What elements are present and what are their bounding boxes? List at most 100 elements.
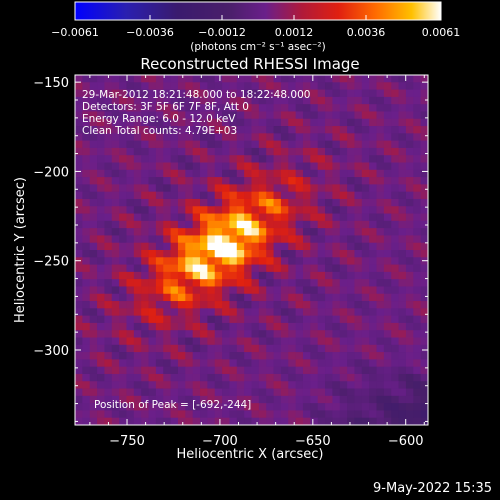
heatmap-cell [236,381,245,389]
heatmap-cell [420,162,429,171]
heatmap-cell [75,315,83,324]
heatmap-cell [163,147,171,156]
heatmap-cell [155,75,164,83]
heatmap-cell [288,89,297,98]
heatmap-cell [273,228,282,236]
heatmap-cell [280,147,289,156]
heatmap-cell [310,126,319,134]
heatmap-cell [185,257,194,265]
heatmap-cell [288,264,297,273]
heatmap-cell [405,213,414,222]
heatmap-cell [214,228,223,236]
heatmap-cell [97,75,105,83]
heatmap-cell [75,89,83,98]
heatmap-cell [170,184,179,193]
heatmap-cell [280,403,289,411]
heatmap-cell [75,133,83,142]
heatmap-cell [310,206,319,214]
heatmap-cell [361,417,370,426]
heatmap-cell [251,344,260,353]
heatmap-cell [155,220,164,229]
heatmap-cell [97,206,105,214]
heatmap-cell [155,410,164,419]
heatmap-cell [89,140,98,149]
heatmap-cell [141,293,149,302]
heatmap-cell [347,403,355,411]
heatmap-cell [266,140,274,149]
heatmap-cell [258,155,267,163]
heatmap-cell [369,228,377,236]
heatmap-cell [413,111,422,120]
heatmap-cell [369,155,377,163]
heatmap-cell [332,330,341,338]
heatmap-cell [391,104,399,112]
heatmap-cell [369,184,377,193]
heatmap-cell [391,322,399,331]
heatmap-cell [82,308,91,317]
heatmap-cell [119,352,127,360]
heatmap-cell [420,220,429,229]
heatmap-cell [163,75,171,83]
heatmap-cell [82,242,91,251]
heatmap-cell [288,104,297,112]
heatmap-cell [170,373,179,382]
annotation-clean-counts: Clean Total counts: 4.79E+03 [82,125,237,137]
heatmap-cell [361,228,370,236]
heatmap-cell [141,388,149,397]
heatmap-cell [119,293,127,302]
heatmap-cell [325,330,333,338]
heatmap-cell [222,191,230,200]
heatmap-cell [229,264,238,273]
heatmap-cell [104,308,113,317]
heatmap-cell [302,403,311,411]
heatmap-cell [148,352,157,360]
heatmap-cell [288,140,297,149]
heatmap-cell [111,220,120,229]
heatmap-cell [251,352,260,360]
heatmap-cell [104,206,113,214]
heatmap-cell [148,286,157,295]
heatmap-cell [273,264,282,273]
heatmap-cell [347,89,355,98]
heatmap-cell [376,293,385,302]
heatmap-cell [273,82,282,90]
heatmap-cell [332,82,341,90]
heatmap-cell [332,147,341,156]
heatmap-cell [391,184,399,193]
heatmap-cell [222,184,230,193]
heatmap-cell [163,286,171,295]
heatmap-cell [405,75,414,83]
heatmap-cell [354,308,363,317]
heatmap-cell [126,242,135,251]
heatmap-cell [111,96,120,105]
heatmap-cell [244,322,252,331]
heatmap-cell [413,286,422,295]
heatmap-cell [229,242,238,251]
heatmap-cell [391,169,399,178]
heatmap-cell [302,235,311,244]
heatmap-cell [376,381,385,389]
heatmap-cell [236,228,245,236]
heatmap-cell [119,271,127,280]
heatmap-cell [347,417,355,426]
heatmap-cell [317,82,326,90]
heatmap-cell [82,257,91,265]
heatmap-cell [332,191,341,200]
heatmap-cell [170,213,179,222]
heatmap-cell [222,177,230,185]
heatmap-cell [339,366,348,375]
heatmap-cell [383,104,392,112]
heatmap-cell [177,381,186,389]
heatmap-cell [332,388,341,397]
heatmap-cell [258,410,267,419]
heatmap-cell [200,155,208,163]
heatmap-cell [376,337,385,346]
heatmap-cell [200,373,208,382]
heatmap-cell [244,220,252,229]
heatmap-cell [119,381,127,389]
heatmap-cell [75,126,83,134]
heatmap-cell [236,395,245,404]
heatmap-cell [214,96,223,105]
heatmap-cell [185,308,194,317]
heatmap-cell [141,257,149,265]
